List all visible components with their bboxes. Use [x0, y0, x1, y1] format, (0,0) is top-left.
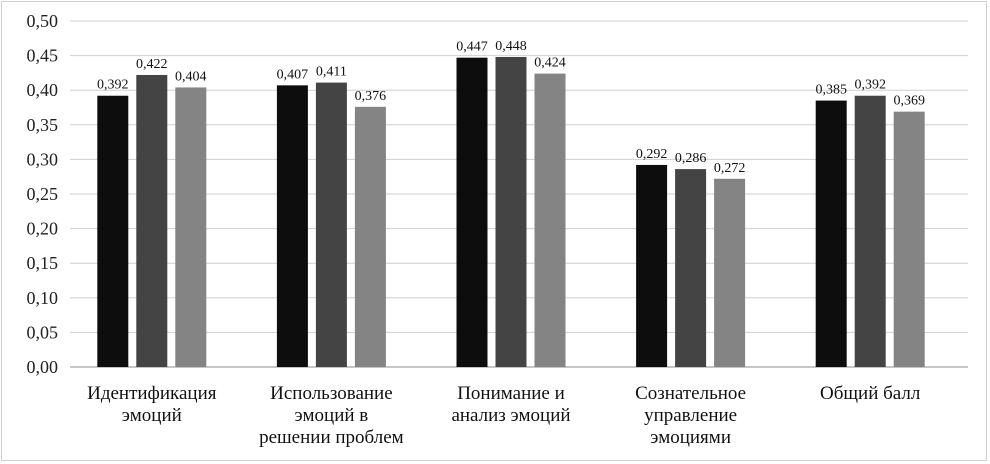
- data-label: 0,272: [714, 161, 746, 176]
- data-label: 0,369: [893, 94, 925, 109]
- y-tick-label: 0,00: [27, 357, 59, 377]
- data-label: 0,286: [675, 151, 707, 166]
- y-tick-label: 0,20: [27, 219, 59, 239]
- category-label: управление: [644, 405, 737, 426]
- bar: [636, 164, 668, 367]
- data-label: 0,422: [136, 57, 168, 72]
- bar: [534, 73, 566, 367]
- data-label: 0,447: [456, 40, 488, 55]
- bar: [136, 74, 168, 367]
- y-tick-label: 0,10: [27, 288, 59, 308]
- bar: [714, 178, 746, 367]
- y-tick-label: 0,45: [27, 46, 59, 66]
- data-label: 0,448: [495, 39, 527, 54]
- data-label: 0,376: [355, 89, 387, 104]
- y-tick-label: 0,40: [27, 80, 59, 100]
- bar: [175, 87, 207, 367]
- y-tick-label: 0,35: [27, 115, 59, 135]
- data-label: 0,392: [97, 78, 129, 93]
- category-label: анализ эмоций: [451, 405, 570, 426]
- bar: [315, 82, 347, 367]
- category-label: эмоциями: [650, 427, 731, 448]
- bar: [495, 56, 527, 367]
- category-label: Сознательное: [635, 383, 746, 404]
- category-label: эмоций в: [295, 405, 369, 426]
- y-tick-label: 0,05: [27, 322, 59, 342]
- data-label: 0,411: [316, 65, 347, 80]
- bar: [354, 106, 386, 368]
- category-label: Использование: [270, 383, 393, 404]
- data-label: 0,392: [854, 78, 886, 93]
- category-label: Общий балл: [820, 383, 921, 404]
- bar: [97, 95, 129, 368]
- data-label: 0,424: [534, 56, 566, 71]
- category-label: Идентификация: [87, 383, 217, 404]
- bar: [854, 95, 886, 368]
- category-label: Понимание и: [457, 383, 565, 404]
- bar: [675, 169, 707, 367]
- y-tick-label: 0,30: [27, 149, 59, 169]
- y-tick-label: 0,50: [27, 11, 59, 31]
- category-label: эмоций: [122, 405, 182, 426]
- bar: [893, 111, 925, 367]
- data-label: 0,292: [636, 147, 668, 162]
- data-label: 0,404: [175, 69, 207, 84]
- bar: [276, 85, 308, 367]
- bar: [456, 57, 488, 368]
- data-label: 0,407: [277, 67, 309, 82]
- y-tick-label: 0,15: [27, 253, 59, 273]
- bar: [815, 100, 847, 367]
- data-label: 0,385: [815, 83, 847, 98]
- category-label: решении проблем: [259, 427, 404, 448]
- y-tick-label: 0,25: [27, 184, 59, 204]
